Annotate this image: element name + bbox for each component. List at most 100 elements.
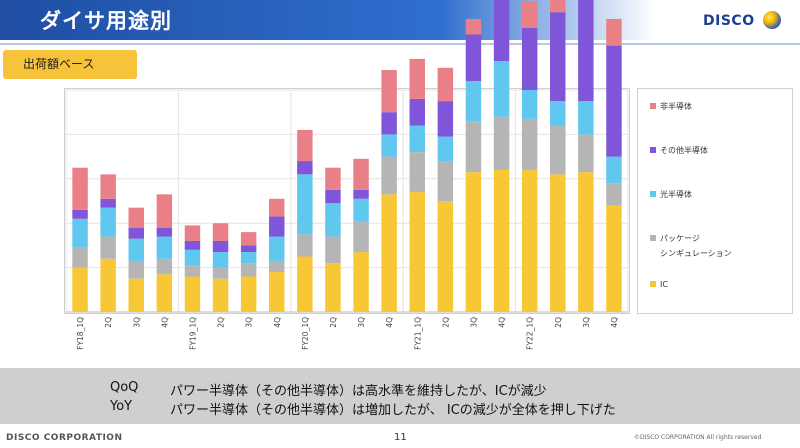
- footer-copyright: ©DISCO CORPORATION All rights reserved: [634, 434, 762, 441]
- bar-segment-optical-1: [100, 207, 116, 237]
- bar-segment-optical-18: [578, 101, 594, 135]
- bar-segment-non_semi-12: [409, 58, 425, 99]
- bar-segment-other_semi-5: [212, 240, 229, 253]
- bar-segment-non_semi-17: [550, 0, 566, 13]
- stacked-bar-chart: FY18_1Q 2Q 3Q 4Q FY19_1Q 2Q 3Q 4Q FY20_1Q 2Q 3Q 4Q F…: [65, 0, 629, 350]
- bar-segment-other_semi-17: [550, 12, 566, 102]
- chart-legend: 非半導体 その他半導体 光半導体 パッケージ シンギュレーション IC: [637, 88, 793, 314]
- bar-segment-IC-8: [297, 256, 313, 312]
- bar-segment-optical-15: [493, 61, 510, 117]
- bar-segment-package-17: [550, 125, 566, 175]
- bar-segment-IC-2: [128, 278, 144, 312]
- bar-segment-non_semi-9: [325, 167, 341, 190]
- legend-label-non-semi: 非半導体: [660, 102, 692, 111]
- bar-segment-non_semi-10: [353, 158, 369, 190]
- bar-segment-package-16: [521, 118, 538, 170]
- bar-segment-optical-10: [353, 198, 369, 221]
- bar-segment-optical-17: [550, 101, 566, 126]
- bar-segment-package-11: [381, 156, 397, 195]
- legend-swatch-ic: [650, 281, 656, 287]
- x-tick-label: 4Q: [498, 317, 507, 328]
- bar-segment-non_semi-8: [297, 129, 313, 162]
- bar-segment-package-8: [297, 234, 313, 257]
- bar-segment-non_semi-1: [100, 174, 116, 199]
- company-logo-globe-icon: [763, 11, 781, 29]
- bar-segment-optical-4: [184, 249, 201, 266]
- header-bar: ダイサ用途別 DISCO: [0, 0, 800, 40]
- note-qoq-text: パワー半導体（その他半導体）は高水準を維持したが、ICが減少: [170, 384, 547, 399]
- bar-segment-optical-9: [325, 203, 341, 237]
- bar-segment-optical-8: [297, 174, 313, 235]
- legend-label-optical: 光半導体: [660, 190, 692, 199]
- bar-segment-optical-11: [381, 134, 397, 157]
- bar-segment-non_semi-13: [437, 67, 454, 102]
- bar-segment-other_semi-16: [521, 27, 538, 90]
- bar-segment-other_semi-15: [493, 0, 510, 62]
- x-tick-label: 3Q: [357, 317, 366, 328]
- bar-segment-IC-0: [72, 267, 88, 312]
- bar-segment-package-7: [269, 260, 285, 273]
- bar-segment-non_semi-2: [128, 207, 144, 228]
- bar-segment-other_semi-8: [297, 161, 313, 175]
- bar-segment-IC-12: [409, 192, 425, 312]
- page-title: ダイサ用途別: [40, 9, 172, 33]
- legend-swatch-optical: [650, 191, 656, 197]
- bar-segment-non_semi-19: [606, 18, 622, 46]
- bar-segment-optical-12: [409, 125, 425, 153]
- x-tick-label: 3Q: [132, 317, 141, 328]
- page-number: 11: [394, 432, 407, 443]
- bar-segment-other_semi-6: [240, 245, 257, 253]
- x-tick-label: 4Q: [385, 317, 394, 328]
- bar-segment-other_semi-3: [156, 227, 173, 237]
- legend-label-package-line1: パッケージ: [660, 234, 700, 243]
- bar-segment-non_semi-6: [240, 232, 257, 246]
- footer-company: DISCO CORPORATION: [6, 433, 123, 443]
- x-tick-label: 3Q: [469, 317, 478, 328]
- bar-segment-package-2: [128, 260, 144, 279]
- bar-segment-IC-18: [578, 172, 594, 312]
- bar-segment-package-1: [100, 236, 116, 259]
- bar-segment-optical-3: [156, 236, 173, 259]
- bar-segment-IC-15: [493, 169, 510, 312]
- bar-segment-non_semi-0: [72, 167, 88, 210]
- x-tick-label: 2Q: [104, 317, 113, 328]
- bar-segment-IC-6: [240, 276, 257, 312]
- bar-segment-other_semi-19: [606, 45, 622, 157]
- bar-segment-other_semi-1: [100, 198, 116, 208]
- bar-segment-other_semi-4: [184, 240, 201, 250]
- bar-segment-other_semi-0: [72, 209, 88, 219]
- legend-swatch-package: [650, 235, 656, 241]
- bar-segment-optical-14: [465, 81, 482, 122]
- bar-segment-other_semi-10: [353, 189, 369, 199]
- bar-segment-IC-14: [465, 172, 482, 312]
- bar-segment-package-0: [72, 247, 88, 268]
- bar-segment-IC-7: [269, 272, 285, 312]
- bar-segment-non_semi-3: [156, 194, 173, 228]
- bar-segment-package-14: [465, 121, 482, 173]
- bar-segment-package-19: [606, 183, 622, 206]
- x-tick-label: 4Q: [610, 317, 619, 328]
- bar-segment-package-9: [325, 236, 341, 264]
- x-tick-label: FY22_1Q: [526, 317, 535, 350]
- note-qoq-key: QoQ: [110, 380, 139, 395]
- bar-segment-package-6: [240, 263, 257, 277]
- bar-segment-optical-0: [72, 218, 88, 248]
- bar-segment-IC-10: [353, 252, 369, 312]
- basis-badge: 出荷額ベース: [3, 50, 137, 79]
- bar-segment-IC-13: [437, 201, 454, 312]
- x-tick-label: 4Q: [160, 317, 169, 328]
- bar-segment-optical-7: [269, 236, 285, 261]
- legend-swatch-non-semi: [650, 103, 656, 109]
- x-tick-label: FY19_1Q: [188, 317, 197, 350]
- bar-segment-IC-9: [325, 263, 341, 312]
- bar-segment-optical-2: [128, 238, 144, 261]
- company-logo-text: DISCO: [703, 13, 755, 29]
- bar-segment-package-13: [437, 161, 454, 201]
- x-tick-label: 3Q: [245, 317, 254, 328]
- bar-segment-IC-3: [156, 274, 173, 312]
- bar-segment-package-3: [156, 258, 173, 275]
- bar-segment-other_semi-11: [381, 112, 397, 135]
- bar-segment-package-15: [493, 116, 510, 170]
- bar-segment-other_semi-7: [269, 216, 285, 237]
- bar-segment-non_semi-4: [184, 225, 201, 241]
